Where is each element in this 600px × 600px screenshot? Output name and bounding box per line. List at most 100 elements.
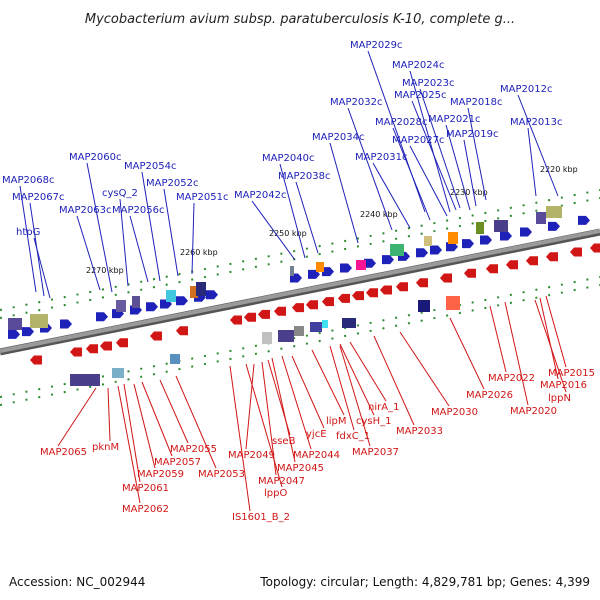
gene-label-lppn: lppN (548, 393, 571, 404)
leader-line (467, 107, 487, 201)
gene-feature-minus (396, 282, 408, 292)
gene-feature-minus (526, 256, 538, 266)
gene-feature-block (170, 354, 180, 364)
gene-feature-minus (464, 268, 476, 278)
gene-feature-plus (176, 296, 188, 306)
gene-label-map2051c: MAP2051c (176, 192, 228, 203)
gene-feature-plus (500, 231, 512, 241)
gene-feature-plus (60, 319, 72, 329)
gene-label-map2044: MAP2044 (293, 450, 340, 461)
gene-label-map2055: MAP2055 (170, 444, 217, 455)
gene-label-map2019c: MAP2019c (446, 129, 498, 140)
gene-feature-minus (176, 326, 188, 336)
gene-label-lipm: lipM (326, 416, 347, 427)
gene-feature-block (494, 220, 508, 232)
gene-feature-block (278, 330, 294, 342)
gene-feature-minus (590, 243, 600, 253)
map-title: Mycobacterium avium subsp. paratuberculo… (85, 12, 515, 27)
gene-label-yjce: yjcE (306, 429, 327, 440)
gene-label-map2021c: MAP2021c (428, 114, 480, 125)
gene-feature-minus (440, 273, 452, 283)
gene-feature-minus (258, 309, 270, 319)
leader-line (445, 124, 471, 211)
gene-label-map2040c: MAP2040c (262, 153, 314, 164)
gene-feature-minus (570, 247, 582, 257)
gene-label-map2020: MAP2020 (510, 406, 557, 417)
leader-line (129, 215, 149, 283)
gene-label-map2061: MAP2061 (122, 483, 169, 494)
gene-label-map2059: MAP2059 (137, 469, 184, 480)
scale-ticks: 2270 kbp 2260 kbp 2250 kbp 2240 kbp 2230 kbp… (86, 165, 578, 275)
leader-line (57, 387, 97, 447)
gene-feature-block (342, 318, 356, 328)
gene-label-map2065: MAP2065 (40, 447, 87, 458)
gene-feature-block (536, 212, 546, 224)
gene-feature-block (390, 244, 404, 256)
gene-label-pknm: pknM (92, 442, 119, 453)
gene-label-map2026: MAP2026 (466, 390, 513, 401)
gene-label-map2047: MAP2047 (258, 476, 305, 487)
leader-line (175, 375, 217, 469)
gene-feature-plus (480, 235, 492, 245)
leader-line (86, 162, 113, 293)
leader-line (191, 202, 195, 275)
gene-label-map2012c: MAP2012c (500, 84, 552, 95)
scale-tick-label: 2220 kbp (540, 165, 578, 174)
gene-feature-block (290, 266, 294, 276)
gene-feature-plus (96, 312, 108, 322)
leader-line (163, 188, 179, 277)
gene-feature-plus (364, 258, 376, 268)
leader-line (411, 100, 457, 211)
gene-features (8, 206, 600, 386)
gene-feature-minus (150, 331, 162, 341)
gene-feature-plus (206, 290, 218, 300)
gene-label-map2030: MAP2030 (431, 407, 478, 418)
leader-line (141, 171, 161, 282)
leader-line (527, 127, 537, 197)
gene-label-map2029c: MAP2029c (350, 40, 402, 51)
gene-feature-block (418, 300, 430, 312)
gene-feature-plus (548, 221, 560, 231)
leader-line (295, 181, 319, 254)
gene-feature-minus (506, 260, 518, 270)
leader-line (329, 345, 355, 431)
gene-feature-minus (338, 293, 350, 303)
gene-label-htpg: htpG (16, 227, 40, 238)
leader-line (489, 305, 507, 373)
leader-line (261, 361, 277, 476)
gene-feature-block (8, 318, 22, 330)
gene-feature-minus (306, 300, 318, 310)
gene-label-fdxc-1: fdxC_1 (336, 431, 370, 442)
gene-label-map2013c: MAP2013c (510, 117, 562, 128)
leader-line (119, 198, 129, 287)
gene-feature-block (294, 326, 304, 336)
gene-label-map2018c: MAP2018c (450, 97, 502, 108)
leader-line (107, 387, 111, 442)
gene-label-map2016: MAP2016 (540, 380, 587, 391)
gene-feature-block (112, 368, 124, 378)
gene-feature-minus (380, 285, 392, 295)
gene-feature-minus (70, 347, 82, 357)
gene-feature-plus (146, 302, 158, 312)
gene-label-map2042c: MAP2042c (234, 190, 286, 201)
leader-line (504, 301, 529, 406)
gene-label-map2023c: MAP2023c (402, 78, 454, 89)
leader-line (123, 383, 141, 483)
leader-line (141, 381, 173, 457)
gene-label-map2045: MAP2045 (277, 463, 324, 474)
gene-feature-plus (8, 329, 20, 339)
accession-text: Accession: NC_002944 (9, 575, 145, 589)
gene-feature-minus (116, 338, 128, 348)
scale-tick-label: 2250 kbp (269, 229, 307, 238)
gene-label-map2062: MAP2062 (122, 504, 169, 515)
gene-feature-block (546, 206, 562, 218)
gene-label-map2015: MAP2015 (548, 368, 595, 379)
gene-label-map2022: MAP2022 (488, 373, 535, 384)
leader-line (281, 355, 312, 450)
leader-line (159, 379, 189, 444)
gene-label-sseb: sseB (272, 436, 296, 447)
scale-tick-label: 2260 kbp (180, 248, 218, 257)
gene-feature-plus (382, 255, 394, 265)
gene-label-map2057: MAP2057 (154, 457, 201, 468)
scale-tick-label: 2240 kbp (360, 210, 398, 219)
